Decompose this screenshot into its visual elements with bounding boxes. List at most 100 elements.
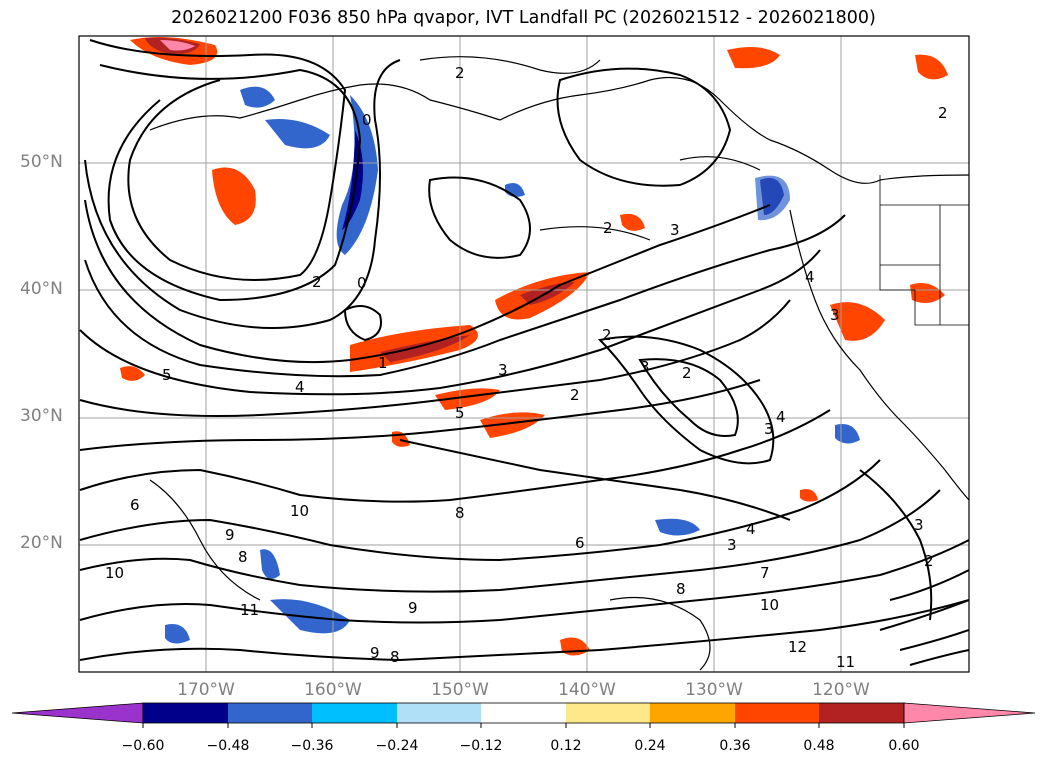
contour-label: 3	[670, 221, 680, 239]
contour-label: 3	[830, 306, 840, 324]
contour-label: 3	[640, 358, 650, 376]
colorbar-segment	[228, 703, 312, 723]
colorbar-segment	[650, 703, 735, 723]
contour-label: 4	[295, 378, 305, 396]
contour-label: 2	[602, 326, 612, 344]
contour-label: 7	[760, 564, 770, 582]
colorbar-segment	[735, 703, 819, 723]
contour-label: 2	[682, 364, 692, 382]
contour-label: 6	[575, 534, 585, 552]
contour-label: 12	[788, 638, 807, 656]
contour-label: 11	[240, 601, 259, 619]
contour-label: 6	[130, 496, 140, 514]
contour-label: 2	[924, 552, 934, 570]
lon-label: 140°W	[558, 680, 616, 700]
contour-label: 4	[805, 268, 815, 286]
contour-label: 3	[914, 516, 924, 534]
contour-label: 0	[357, 274, 367, 292]
shade-patch	[915, 54, 948, 80]
shade-patch	[755, 175, 790, 221]
colorbar-segment	[143, 703, 228, 723]
shade-patch	[260, 549, 280, 579]
colorbar-segment	[397, 703, 481, 723]
contour-label: 2	[455, 64, 465, 82]
colorbar-tick-label: 0.36	[719, 738, 751, 754]
colorbar-segment	[312, 703, 397, 723]
contour-label: 2	[603, 219, 613, 237]
contour-label: 10	[290, 502, 309, 520]
contour-label: 10	[105, 564, 124, 582]
contour-label: 11	[836, 653, 855, 671]
colorbar-tick-label: −0.60	[121, 738, 165, 754]
colorbar-tick-label: −0.24	[375, 738, 419, 754]
contour-label: 9	[370, 644, 380, 662]
colorbar-segment	[819, 703, 904, 723]
shade-patch	[910, 282, 945, 304]
contour-label: 5	[162, 366, 172, 384]
map-panel	[79, 36, 969, 672]
contour-label: 9	[408, 599, 418, 617]
colorbar	[11, 702, 1036, 728]
shade-patch	[620, 213, 645, 231]
coastline-north	[149, 76, 969, 184]
shade-patch	[655, 518, 700, 536]
colorbar-segment	[481, 703, 566, 723]
colorbar-tick-label: −0.48	[206, 738, 250, 754]
lon-label: 150°W	[431, 680, 489, 700]
shade-patch	[120, 366, 145, 381]
colorbar-low-extend	[11, 702, 144, 724]
lon-label: 130°W	[685, 680, 743, 700]
lat-label: 40°N	[20, 279, 63, 299]
contour-label: 3	[498, 361, 508, 379]
contour-label: 3	[764, 420, 774, 438]
contour-label: 8	[390, 648, 400, 666]
contour-lines-fine	[149, 56, 761, 671]
contour-label: 8	[238, 548, 248, 566]
lat-label: 50°N	[20, 152, 63, 172]
contour-label: 9	[225, 526, 235, 544]
shade-patch	[165, 624, 190, 644]
map-frame	[78, 35, 970, 673]
lat-label: 20°N	[20, 533, 63, 553]
contour-label: 0	[362, 111, 372, 129]
lon-label: 170°W	[177, 680, 235, 700]
colorbar-tick-label: 0.60	[888, 738, 920, 754]
colorbar-tick-label: −0.12	[459, 738, 503, 754]
map-title: 2026021200 F036 850 hPa qvapor, IVT Land…	[171, 8, 876, 28]
shade-patch	[240, 86, 275, 108]
colorbar-high-extend	[903, 702, 1036, 724]
contour-label: 4	[776, 408, 786, 426]
colorbar-segment	[566, 703, 650, 723]
state-borders	[879, 175, 969, 326]
shade-patch	[727, 46, 780, 69]
contour-label: 3	[727, 536, 737, 554]
contour-label-group: 2 0 2 0 1 4 5 5 6 8 10 9 10 8 11 9 8 12 …	[105, 64, 948, 671]
colorbar-tick-label: 0.24	[634, 738, 666, 754]
coastline-west-us	[789, 209, 969, 501]
shade-patch	[800, 489, 818, 502]
lon-label: 120°W	[812, 680, 870, 700]
contour-label: 8	[455, 504, 465, 522]
colorbar-tick-label: 0.12	[550, 738, 582, 754]
contour-label: 2	[312, 273, 322, 291]
shade-patch	[212, 167, 256, 225]
contour-label: 8	[676, 580, 686, 598]
colorbar-tick-label: 0.48	[803, 738, 835, 754]
colorbar-frame	[142, 702, 905, 724]
contour-label: 1	[378, 354, 388, 372]
contour-label: 2	[938, 104, 948, 122]
shade-patch	[265, 119, 330, 149]
colorbar-tick-label: −0.36	[290, 738, 334, 754]
contour-label: 2	[570, 386, 580, 404]
contour-label: 10	[760, 596, 779, 614]
contour-label: 4	[746, 520, 756, 538]
lat-label: 30°N	[20, 406, 63, 426]
lon-label: 160°W	[304, 680, 362, 700]
shade-patch	[830, 302, 885, 341]
contour-lines	[79, 39, 969, 666]
contour-label: 5	[455, 404, 465, 422]
shade-patch	[380, 335, 470, 362]
shade-patch	[480, 412, 545, 438]
shade-patch	[160, 40, 195, 51]
